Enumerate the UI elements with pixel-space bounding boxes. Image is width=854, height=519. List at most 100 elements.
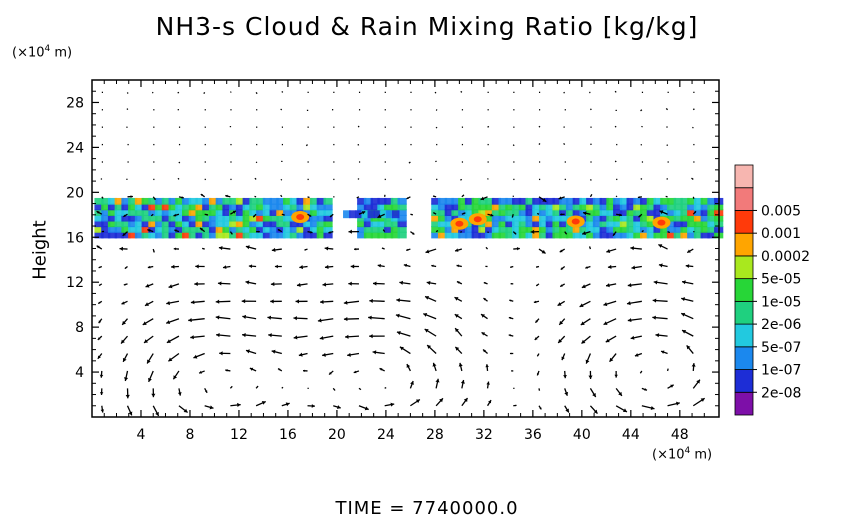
wind-vector-head xyxy=(147,359,151,364)
colorbar-label: 0.0002 xyxy=(761,249,810,265)
wind-vector xyxy=(512,144,515,147)
wind-vector xyxy=(563,143,566,146)
cloud-cell xyxy=(552,226,562,233)
cloud-cell xyxy=(464,231,475,239)
cloud-cell xyxy=(458,209,468,216)
cloud-cell xyxy=(370,220,380,228)
cloud-cell xyxy=(498,231,508,239)
cloud-cell xyxy=(94,220,104,228)
colorbar-cell xyxy=(734,278,754,302)
cloud-cell xyxy=(309,220,320,228)
cloud-cell xyxy=(175,197,185,205)
wind-vector-head xyxy=(173,375,178,380)
wind-vector-head xyxy=(653,280,658,285)
cloud-cell xyxy=(229,197,239,205)
cloud-cell xyxy=(357,220,367,228)
wind-vector-head xyxy=(533,300,537,304)
wind-vector xyxy=(281,386,284,389)
wind-vector-head xyxy=(249,367,254,371)
cloud-cell xyxy=(471,231,481,239)
cloud-cell xyxy=(640,220,650,228)
cloud-cell xyxy=(155,220,165,228)
cloud-cell xyxy=(437,226,448,233)
cloud-cell xyxy=(128,220,138,228)
wind-vector-head xyxy=(303,369,306,372)
cloud-cell xyxy=(269,226,279,233)
wind-vector-head xyxy=(558,196,562,200)
cloud-cell xyxy=(377,214,387,222)
wind-vector-head xyxy=(681,297,686,302)
cloud-cell xyxy=(242,231,252,239)
cloud-cell xyxy=(215,226,225,233)
cloud-cell xyxy=(673,197,683,205)
cloud-cell xyxy=(202,220,212,228)
wind-vector xyxy=(307,196,310,199)
cloud-cell xyxy=(289,197,299,205)
cloud-cell xyxy=(666,214,677,222)
cloud-cell xyxy=(491,231,502,239)
cloud-cell xyxy=(256,226,266,233)
wind-vector-head xyxy=(539,407,542,410)
wind-vector-head xyxy=(168,284,173,289)
cloud-cell xyxy=(646,203,656,211)
cloud-cell xyxy=(134,197,145,205)
wind-vector-head xyxy=(215,315,220,320)
cloud-cell xyxy=(545,220,555,228)
wind-vector xyxy=(692,108,695,111)
cloud-cell xyxy=(525,214,535,222)
cloud-cell xyxy=(377,226,387,233)
cloud-cell xyxy=(700,214,710,222)
wind-vector-head xyxy=(560,267,564,270)
cloud-cell xyxy=(646,226,656,233)
cloud-cell xyxy=(646,214,656,222)
cloud-cell xyxy=(357,203,367,211)
cloud-cell xyxy=(485,203,495,211)
colorbar-cell xyxy=(734,210,754,234)
x-tick-label: 4 xyxy=(137,427,146,443)
wind-vector-head xyxy=(200,194,204,197)
wind-vector-head xyxy=(511,215,514,218)
cloud-cell xyxy=(161,220,171,228)
cloud-cell xyxy=(707,209,717,216)
wind-vector-head xyxy=(609,357,614,362)
cloud-cell xyxy=(619,220,629,228)
wind-vector-head xyxy=(534,337,538,340)
wind-vector xyxy=(280,178,283,181)
wind-vector-head xyxy=(582,211,587,216)
colorbar-label: 1e-07 xyxy=(761,363,801,379)
cloud-cell xyxy=(141,214,151,222)
cloud-cell xyxy=(707,231,717,239)
cloud-cell xyxy=(269,197,279,205)
cloud-cell xyxy=(296,231,306,239)
cloud-cell xyxy=(242,220,252,228)
x-tick-label: 32 xyxy=(475,427,493,443)
cloud-cell xyxy=(188,203,198,211)
cloud-cell xyxy=(128,214,138,222)
wind-vector-head xyxy=(353,370,357,374)
cloud-cell xyxy=(107,209,118,216)
wind-vector-head xyxy=(460,380,465,384)
wind-vector-head xyxy=(426,280,431,285)
wind-vector-head xyxy=(395,313,400,318)
y-tick-label: 20 xyxy=(66,185,84,201)
wind-vector-head xyxy=(230,232,233,235)
wind-vector xyxy=(691,177,694,180)
wind-vector-head xyxy=(510,283,512,285)
wind-vector-head xyxy=(369,334,373,339)
wind-vector-head xyxy=(630,335,635,340)
wind-vector-head xyxy=(559,320,564,325)
cloud-cell xyxy=(303,203,313,211)
wind-vector-head xyxy=(152,250,155,253)
wind-vector-head xyxy=(565,408,569,413)
time-label: TIME = 7740000.0 xyxy=(335,498,519,519)
cloud-cell xyxy=(653,209,663,216)
cloud-cell xyxy=(161,209,171,216)
cloud-cell xyxy=(633,209,643,216)
x-axis-unit: (×104 m) xyxy=(652,446,713,463)
cloud-cell xyxy=(431,209,441,216)
cloud-cell xyxy=(242,226,252,233)
wind-vector-head xyxy=(242,314,247,319)
cloud-cell xyxy=(107,220,118,228)
x-tick-label: 44 xyxy=(622,427,640,443)
cloud-cell xyxy=(357,231,367,239)
